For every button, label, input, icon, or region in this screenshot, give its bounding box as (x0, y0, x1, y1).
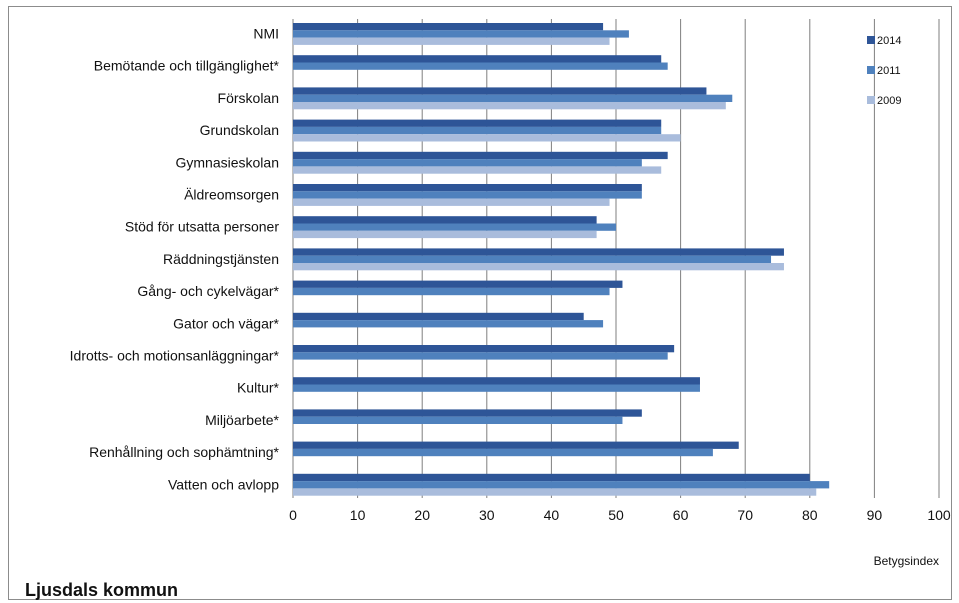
category-label: Miljöarbete* (205, 412, 279, 428)
category-label: Renhållning och sophämtning* (89, 444, 279, 460)
bar-2011 (293, 62, 668, 70)
category-label: Idrotts- och motionsanläggningar* (70, 348, 280, 364)
category-labels: NMI Bemötande och tillgänglighet* Förskola… (70, 26, 280, 493)
bar-2011 (293, 416, 623, 424)
category-label: Kultur* (237, 380, 280, 396)
bar-2014 (293, 312, 584, 321)
category-label: Grundskolan (200, 122, 279, 138)
category-label: NMI (253, 26, 279, 42)
bar-2011 (293, 384, 700, 392)
bar-2009 (293, 230, 597, 239)
bar-2014 (293, 55, 662, 63)
x-tick-label: 20 (414, 507, 430, 523)
x-tick-label: 50 (608, 507, 624, 523)
legend-swatch (867, 36, 875, 44)
category-label: Gymnasieskolan (176, 154, 280, 170)
bar-2011 (293, 352, 668, 360)
bar-2011 (293, 30, 629, 38)
bar-2011 (293, 126, 662, 135)
bar-2014 (293, 119, 662, 127)
bar-2014 (293, 280, 623, 288)
bar-2014 (293, 23, 604, 31)
bar-2014 (293, 216, 597, 224)
bars (293, 23, 830, 496)
bar-2011 (293, 481, 830, 489)
x-axis-label: Betygsindex (874, 554, 939, 568)
bar-2014 (293, 441, 739, 449)
bar-2009 (293, 37, 610, 45)
x-tick-label: 30 (479, 507, 495, 523)
category-label: Räddningstjänsten (163, 251, 279, 267)
category-label: Vatten och avlopp (168, 476, 279, 492)
x-tick-label: 40 (544, 507, 560, 523)
legend-swatch (867, 66, 875, 74)
bar-2009 (293, 198, 610, 206)
bar-2011 (293, 255, 772, 263)
legend: 2014 2011 2009 (867, 35, 901, 107)
x-tick-label: 90 (867, 507, 883, 523)
legend-label: 2009 (877, 95, 901, 107)
bar-2011 (293, 94, 733, 102)
bar-2011 (293, 448, 713, 457)
bar-2009 (293, 102, 726, 110)
legend-swatch (867, 96, 875, 104)
category-label: Gator och vägar* (173, 315, 279, 331)
bar-2009 (293, 263, 784, 271)
bar-2009 (293, 166, 662, 174)
x-tick-labels: 0 10 20 30 40 50 60 70 80 90 100 (289, 507, 951, 523)
x-tick-label: 80 (802, 507, 818, 523)
bar-2011 (293, 287, 610, 296)
bar-2014 (293, 409, 642, 417)
bar-2014 (293, 87, 707, 95)
bar-2014 (293, 377, 700, 385)
bar-2014 (293, 248, 784, 256)
category-label: Stöd för utsatta personer (125, 219, 279, 235)
bar-2011 (293, 159, 642, 167)
category-label: Förskolan (218, 90, 279, 106)
bar-2009 (293, 488, 817, 496)
legend-label: 2011 (877, 65, 901, 77)
legend-label: 2014 (877, 35, 901, 47)
category-label: Bemötande och tillgänglighet* (94, 58, 280, 74)
category-label: Äldreomsorgen (184, 187, 279, 203)
bar-2014 (293, 473, 810, 482)
chart-frame: NMI Bemötande och tillgänglighet* Förskola… (8, 6, 952, 600)
bar-2011 (293, 320, 604, 328)
category-label: Gång- och cykelvägar* (137, 283, 279, 299)
x-tick-label: 100 (927, 507, 951, 523)
x-tick-label: 60 (673, 507, 689, 523)
x-tick-label: 70 (737, 507, 753, 523)
bar-chart: NMI Bemötande och tillgänglighet* Förskola… (25, 19, 951, 600)
bar-2014 (293, 151, 668, 160)
bar-2014 (293, 184, 642, 192)
chart-footer-title: Ljusdals kommun (25, 580, 178, 600)
bar-2009 (293, 134, 681, 142)
bar-2014 (293, 345, 675, 353)
bar-2011 (293, 191, 642, 199)
x-tick-label: 0 (289, 507, 297, 523)
bar-2011 (293, 223, 616, 231)
x-tick-label: 10 (350, 507, 366, 523)
